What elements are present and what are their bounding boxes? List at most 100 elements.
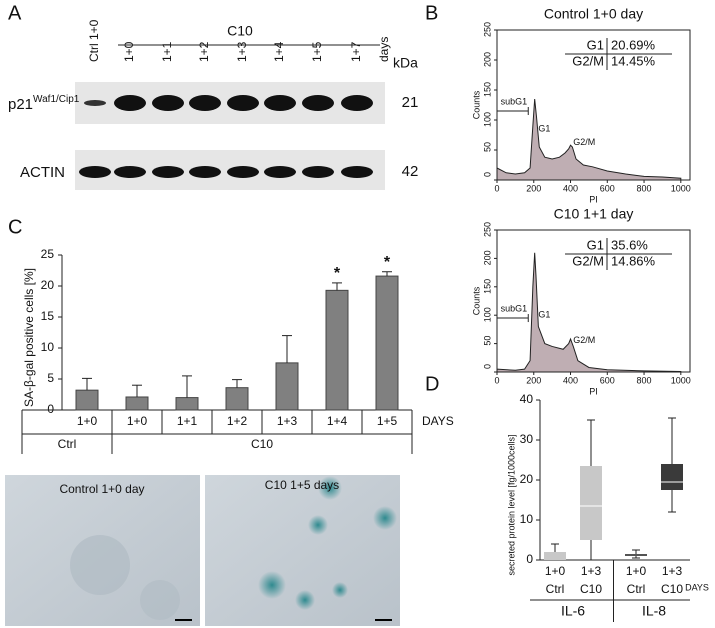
chart-title: C10 1+1 day [554, 206, 634, 222]
row-label: ACTIN [20, 164, 65, 181]
blot-band [302, 95, 334, 111]
blot-group: C10 [227, 23, 253, 39]
treatment-label: C10 [580, 582, 602, 596]
cell-cluster [140, 580, 180, 620]
days-label: DAYS [685, 582, 709, 592]
y-tick-label: 100 [482, 307, 492, 322]
bar [225, 387, 249, 411]
panel-label: C [8, 216, 22, 238]
blot-band [302, 166, 334, 178]
x-tick-label: 1+0 [127, 414, 148, 428]
bar [375, 275, 399, 411]
blot-band [84, 100, 106, 106]
panel-label: D [425, 373, 439, 395]
y-tick-label: 5 [47, 371, 54, 385]
y-tick-label: 150 [482, 82, 492, 97]
x-tick-label: 1+3 [581, 564, 602, 578]
x-tick-label: 1+3 [277, 414, 298, 428]
stat-name: G2/M [572, 253, 604, 268]
box [661, 464, 683, 490]
lane-label: 1+3 [235, 41, 249, 62]
blot-band [79, 166, 111, 178]
x-tick-label: 1+0 [545, 564, 566, 578]
y-tick-label: 200 [482, 52, 492, 67]
blot-unit: kDa [393, 55, 418, 71]
stained-cell [258, 571, 286, 599]
x-tick-label: 1+3 [662, 564, 683, 578]
stat-name: G1 [587, 37, 604, 52]
y-tick-label: 0 [526, 552, 533, 566]
x-tick-label: 0 [494, 375, 499, 385]
x-tick-label: 200 [526, 375, 541, 385]
gate-label: subG1 [501, 303, 528, 313]
x-tick-label: 1+2 [227, 414, 248, 428]
blot-band [189, 95, 221, 111]
blot-band [152, 166, 184, 178]
x-axis-label: PI [589, 194, 598, 204]
gate-label: G1 [538, 123, 550, 133]
blot-band [341, 166, 373, 178]
group-label: IL-8 [642, 603, 666, 619]
stat-name: G2/M [572, 53, 604, 68]
y-axis-label: Counts [471, 286, 481, 315]
x-tick-label: 800 [637, 375, 652, 385]
stained-cell [308, 515, 328, 535]
x-tick-label: 400 [563, 375, 578, 385]
days-label: DAYS [422, 414, 454, 428]
stained-cell [295, 590, 315, 610]
stat-value: 35.6% [611, 237, 648, 252]
y-tick-label: 100 [482, 112, 492, 127]
blot-band [264, 95, 296, 111]
y-axis-label: secreted protein level [fg/1000cells] [506, 434, 516, 575]
stat-value: 20.69% [611, 37, 656, 52]
gate-label: G1 [538, 310, 550, 320]
lane-label: 1+0 [122, 41, 136, 62]
plot-frame [496, 229, 691, 373]
x-tick-label: 800 [637, 183, 652, 193]
y-tick-label: 150 [482, 279, 492, 294]
stained-cell [318, 476, 342, 500]
x-tick-label: 1+5 [377, 414, 398, 428]
lane-label: 1+2 [197, 41, 211, 62]
group-label: IL-6 [561, 603, 585, 619]
y-axis-label: Counts [471, 90, 481, 119]
y-tick-label: 20 [41, 278, 55, 292]
significance: * [334, 265, 341, 282]
bar [125, 396, 149, 411]
cell-cluster [70, 535, 130, 595]
stat-name: G1 [587, 237, 604, 252]
blot-band [114, 166, 146, 178]
y-tick-label: 10 [520, 512, 534, 526]
x-tick-label: 1000 [671, 375, 691, 385]
panel-label: B [425, 2, 438, 24]
x-tick-label: 1000 [671, 183, 691, 193]
x-tick-label: 0 [494, 183, 499, 193]
box [544, 552, 566, 560]
blot-band [264, 166, 296, 178]
micrograph-caption: C10 1+5 days [265, 478, 339, 492]
bar [75, 389, 99, 411]
row-label-main: p21 [8, 96, 33, 113]
significance: * [384, 254, 391, 271]
panel-label: A [8, 2, 22, 24]
treatment-label: Ctrl [546, 582, 565, 596]
histogram-area [496, 98, 682, 181]
x-tick-label: 1+4 [327, 414, 348, 428]
y-tick-label: 25 [41, 247, 55, 261]
box [580, 466, 602, 540]
lane-label: Ctrl 1+0 [87, 19, 101, 62]
bar [175, 397, 199, 411]
x-tick-label: 600 [600, 375, 615, 385]
blot-band [227, 95, 259, 111]
y-tick-label: 20 [520, 472, 534, 486]
micrograph-caption: Control 1+0 day [59, 482, 144, 496]
y-tick-label: 30 [520, 432, 534, 446]
bar [275, 362, 299, 411]
x-tick-label: 1+0 [626, 564, 647, 578]
y-tick-label: 40 [520, 392, 534, 406]
chart-title: Control 1+0 day [544, 6, 643, 22]
treatment-label: C10 [661, 582, 683, 596]
